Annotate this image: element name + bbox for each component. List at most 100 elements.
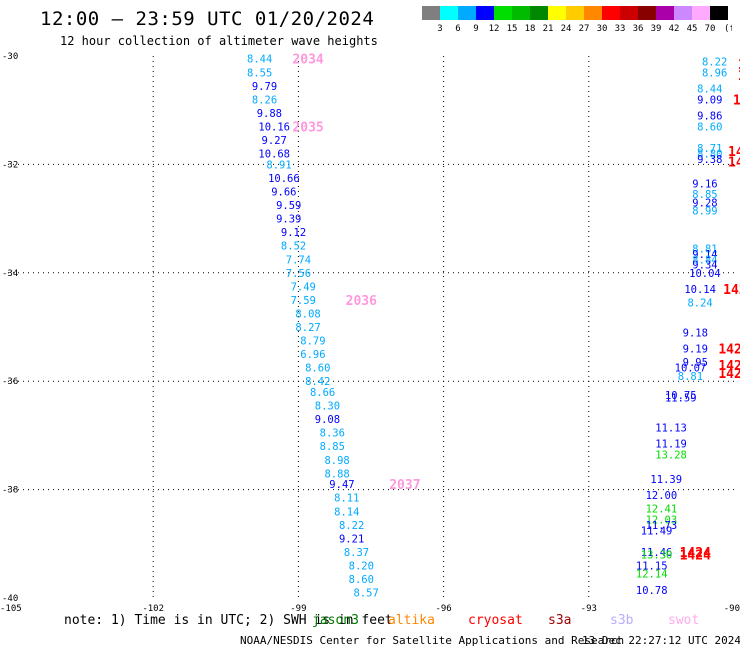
wave-height-label: 8.44	[247, 54, 272, 66]
colorbar-swatch	[584, 6, 602, 20]
chart-subtitle: 12 hour collection of altimeter wave hei…	[60, 34, 378, 48]
pass-time-label: 1424	[680, 546, 711, 561]
wave-height-label: 8.79	[300, 336, 325, 348]
wave-height-label: 8.27	[295, 322, 320, 334]
wave-height-label: 11.19	[655, 439, 687, 451]
wave-height-label: 9.21	[339, 533, 364, 545]
y-tick-label: -38	[2, 486, 18, 496]
colorbar-tick-label: 27	[579, 24, 590, 34]
wave-height-label: 9.28	[692, 197, 717, 209]
colorbar-swatch	[692, 6, 710, 20]
wave-height-label: 8.85	[320, 441, 345, 453]
wave-height-label: 8.84	[692, 254, 717, 266]
wave-height-label: 8.60	[305, 363, 330, 375]
colorbar-swatch	[638, 6, 656, 20]
wave-height-label: 9.08	[315, 414, 340, 426]
wave-height-label: 8.36	[320, 428, 345, 440]
wave-height-label: 8.60	[697, 121, 722, 133]
wave-height-label: 12.41	[646, 504, 678, 516]
wave-height-label: 11.39	[650, 474, 682, 486]
pass-time-label: 2037	[389, 478, 420, 493]
wave-height-label: 8.85	[692, 189, 717, 201]
colorbar-tick-label: 39	[651, 24, 662, 34]
wave-height-label: 8.22	[339, 520, 364, 532]
wave-height-label: 8.81	[678, 371, 703, 383]
colorbar-swatch	[494, 6, 512, 20]
pass-time-label: 1423	[718, 343, 740, 358]
colorbar-tick-label: 12	[489, 24, 500, 34]
wave-height-label: 9.86	[697, 111, 722, 123]
wave-height-label: 10.68	[258, 149, 290, 161]
wave-height-label: 10.78	[636, 585, 668, 597]
colorbar-swatch	[656, 6, 674, 20]
colorbar-tick-label: 18	[525, 24, 536, 34]
wave-height-label: 9.95	[683, 357, 708, 369]
colorbar-swatch	[512, 6, 530, 20]
wave-height-label: 8.99	[692, 205, 717, 217]
wave-height-label: 8.96	[702, 67, 727, 79]
wave-height-label: 9.79	[252, 81, 277, 93]
y-tick-label: -30	[2, 52, 18, 62]
wave-height-label: 9.38	[697, 154, 722, 166]
pass-time-label: 1423	[718, 359, 740, 374]
wave-height-label: 9.88	[257, 108, 282, 120]
wave-height-label: 12.00	[646, 490, 678, 502]
wave-height-label: 9.47	[329, 479, 354, 491]
wave-height-label: 8.52	[281, 241, 306, 253]
wave-height-label: 8.24	[687, 298, 712, 310]
wave-height-label: 8.88	[324, 468, 349, 480]
colorbar-swatch	[530, 6, 548, 20]
wave-height-label: 7.59	[291, 295, 316, 307]
wave-height-label: 8.14	[334, 506, 359, 518]
pass-time-label: 1423	[718, 367, 740, 382]
colorbar-tick-label: 3	[437, 24, 442, 34]
timestamp-text: 13 Dec 22:27:12 UTC 2024	[582, 634, 740, 647]
wave-height-label: 8.60	[349, 574, 374, 586]
colorbar-tick-label: 9	[473, 24, 478, 34]
wave-height-label: 11.15	[636, 560, 668, 572]
wave-height-label: 8.26	[252, 94, 277, 106]
colorbar-tick-label: 45	[687, 24, 698, 34]
wave-height-label: 9.27	[262, 135, 287, 147]
wave-height-label: 12.14	[636, 569, 668, 581]
colorbar-swatch	[548, 6, 566, 20]
colorbar-tick-label: 24	[561, 24, 572, 34]
wave-height-label: 11.46	[641, 547, 673, 559]
wave-height-label: 11.49	[641, 525, 673, 537]
colorbar-swatch	[620, 6, 638, 20]
colorbar-tick-label: 30	[597, 24, 608, 34]
colorbar-tick-label: 21	[543, 24, 554, 34]
y-tick-label: -34	[2, 269, 18, 279]
colorbar-swatch	[710, 6, 728, 20]
wave-height-label: 10.16	[258, 121, 290, 133]
wave-height-label: 8.37	[344, 547, 369, 559]
colorbar-tick-label: 6	[455, 24, 460, 34]
wave-height-label: 8.08	[295, 308, 320, 320]
wave-height-label: 7.56	[286, 268, 311, 280]
pass-time-label: 1424	[680, 549, 711, 564]
mission-swot: swot	[668, 613, 700, 628]
mission-cryosat: cryosat	[468, 613, 523, 628]
x-tick-label: -96	[435, 604, 451, 612]
colorbar-unit-label: (ft)	[724, 24, 732, 34]
wave-height-label: 10.04	[689, 268, 721, 280]
wave-height-label: 13.28	[655, 449, 687, 461]
wave-height-label: 9.66	[271, 187, 296, 199]
colorbar-swatch	[566, 6, 584, 20]
wave-height-label: 8.80	[697, 149, 722, 161]
wave-height-label: 11.59	[665, 392, 697, 404]
x-tick-label: -99	[290, 604, 306, 612]
wave-height-label: 8.42	[305, 376, 330, 388]
colorbar-tick-label: 33	[615, 24, 626, 34]
wave-height-label: 9.14	[692, 249, 717, 261]
wave-height-label: 9.12	[281, 227, 306, 239]
colorbar-swatch	[674, 6, 692, 20]
colorbar-tick-label: 15	[507, 24, 518, 34]
wave-height-label: 7.74	[286, 254, 311, 266]
wave-height-label: 8.81	[692, 243, 717, 255]
wave-height-label: 8.91	[266, 159, 291, 171]
